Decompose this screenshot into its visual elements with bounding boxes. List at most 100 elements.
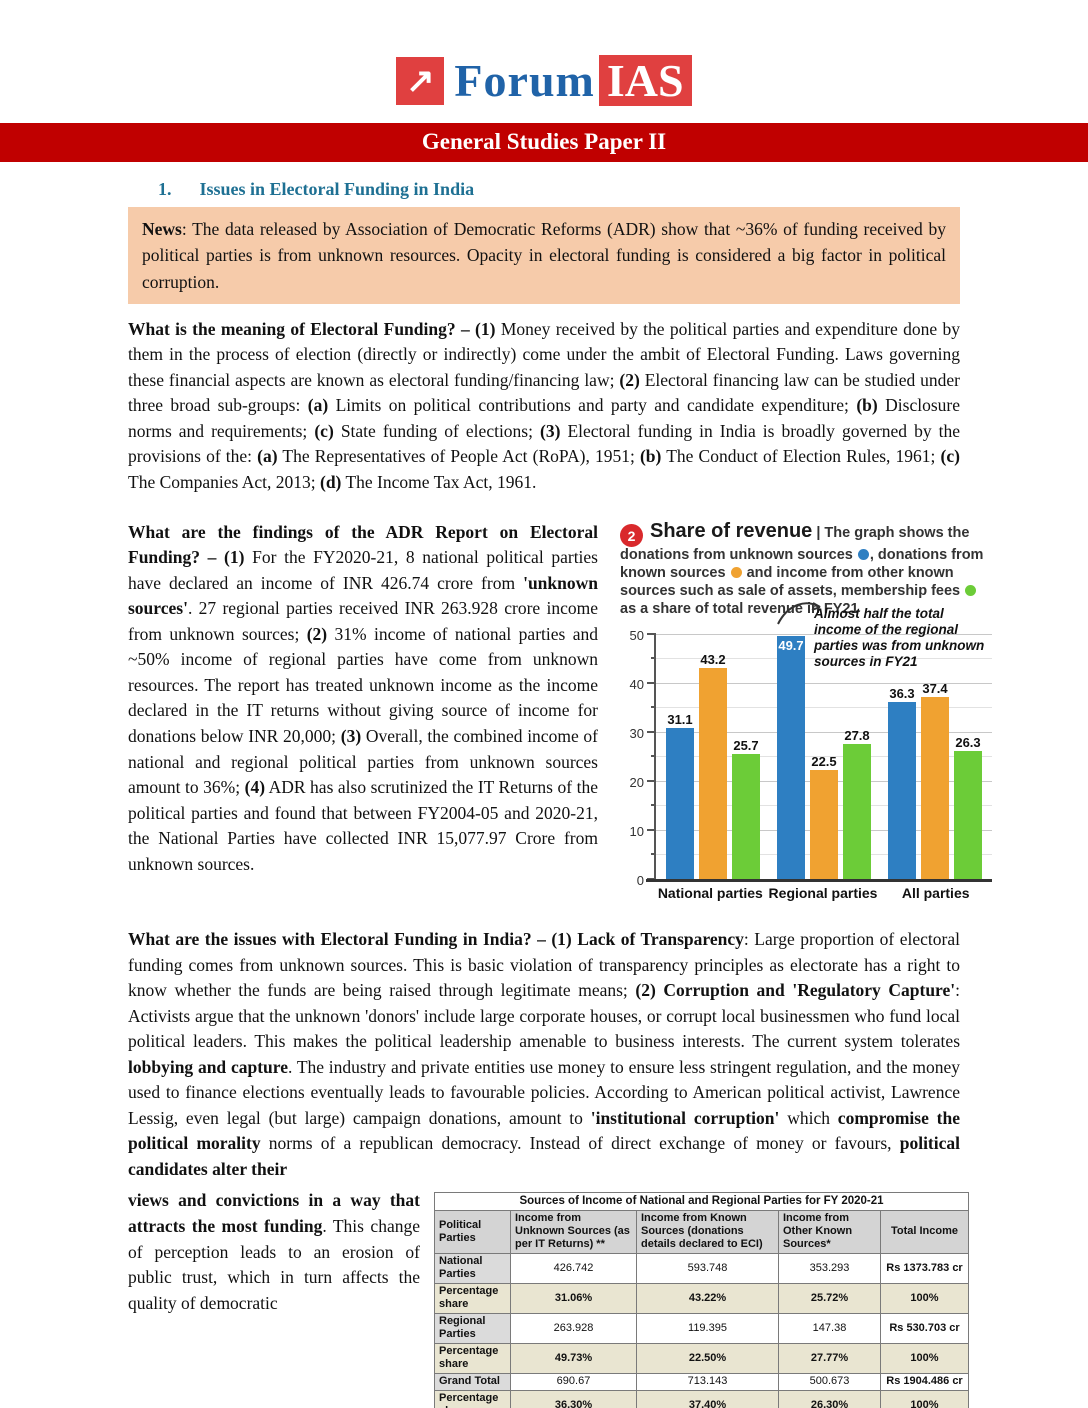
table-header-row: Political Parties Income from Unknown Sou… xyxy=(434,1209,969,1254)
text-segment: norms of a republican democracy. Instead… xyxy=(260,1133,900,1154)
text-segment: (3) xyxy=(540,420,561,441)
chart-bar xyxy=(921,696,949,880)
text-segment: What is the meaning of Electoral Funding… xyxy=(128,318,501,339)
table-header-cell: Income from Other Known Sources* xyxy=(778,1209,881,1254)
y-axis-tick xyxy=(651,706,656,709)
revenue-chart: 2 Share of revenue | The graph shows the … xyxy=(620,520,992,901)
text-segment: and income from other known sources such… xyxy=(620,565,965,600)
chart-bar xyxy=(954,751,982,880)
logo-wordmark: Forum IAS xyxy=(454,54,692,107)
text-segment: (2) xyxy=(306,623,328,644)
table-cell: Percentage share xyxy=(434,1282,511,1314)
section-heading: 1. Issues in Electoral Funding in India xyxy=(128,179,960,200)
y-axis-tick xyxy=(647,632,656,635)
table-row: Percentage share 49.73% 22.50% 27.77% 100% xyxy=(434,1342,969,1374)
text-segment: (3) xyxy=(340,725,362,746)
bar-value-label: 43.2 xyxy=(700,652,726,668)
bar-value-label: 31.1 xyxy=(667,711,693,727)
table-cell: 713.143 xyxy=(636,1372,779,1391)
chart-bar: 49.7 xyxy=(777,636,805,880)
table-header-cell: Political Parties xyxy=(434,1209,511,1254)
table-cell: 37.40% xyxy=(636,1389,779,1408)
two-column-section: What are the findings of the ADR Report … xyxy=(128,520,992,901)
text-segment: For the FY2020-21, 8 national political … xyxy=(128,547,598,593)
table-cell: 27.77% xyxy=(778,1342,881,1374)
chart-gridline xyxy=(656,682,992,684)
table-row: Regional Parties 263.928 119.395 147.38 Rs 5… xyxy=(434,1312,969,1344)
bar-slot: 25.7 xyxy=(732,635,760,880)
y-axis-tick xyxy=(651,853,656,856)
bar-value-label: 37.4 xyxy=(922,680,948,696)
chart-gridline xyxy=(656,756,992,758)
text-segment: The Representatives of People Act (RoPA)… xyxy=(277,446,640,467)
chart-description: | The graph shows the donations from unk… xyxy=(620,525,983,617)
text-segment: . The industry and private entities use … xyxy=(128,1056,961,1128)
text-segment: (2) xyxy=(619,369,640,390)
table-wrapper: Sources of Income of National and Region… xyxy=(434,1192,969,1408)
table-cell: 26.30% xyxy=(778,1389,881,1408)
bar-groups: 31.1 43.2 25.7 49.7 22.5 27.8 36.3 37.4 26.3 xyxy=(656,635,992,880)
table-header-cell: Total Income xyxy=(880,1209,969,1254)
bar-slot: 26.3 xyxy=(954,635,982,880)
bar-slot: 43.2 xyxy=(699,635,727,880)
table-cell: 147.38 xyxy=(778,1312,881,1344)
table-cell: 25.72% xyxy=(778,1282,881,1314)
text-segment: 'institutional corruption' xyxy=(590,1107,780,1128)
bar-slot: 27.8 xyxy=(843,635,871,880)
y-axis-tick xyxy=(647,681,656,684)
income-table: Sources of Income of National and Region… xyxy=(434,1192,969,1408)
text-segment: | The graph shows the donations from unk… xyxy=(620,524,970,564)
bar-value-label: 26.3 xyxy=(955,735,981,751)
bar-group: 49.7 22.5 27.8 xyxy=(777,635,871,880)
table-cell: 100% xyxy=(880,1342,969,1374)
text-segment: Overall, the combined income of national… xyxy=(128,725,598,798)
y-axis-label: 20 xyxy=(629,774,644,790)
table-row: National Parties 426.742 593.748 353.293 Rs … xyxy=(434,1252,969,1284)
table-cell: 43.22% xyxy=(636,1282,779,1314)
table-cell: National Parties xyxy=(434,1252,511,1284)
text-segment: (a) xyxy=(257,446,278,467)
paragraph-findings: What are the findings of the ADR Report … xyxy=(128,520,598,901)
text-segment: Electoral funding in India is broadly go… xyxy=(128,420,960,467)
table-cell: 119.395 xyxy=(636,1312,779,1344)
logo-arrow-icon: ↗ xyxy=(396,56,445,105)
chart-gridline xyxy=(656,633,992,635)
y-axis-label: 10 xyxy=(629,823,644,839)
text-segment: lobbying and capture xyxy=(128,1056,288,1077)
chart-number-badge: 2 xyxy=(620,524,643,548)
table-cell: 353.293 xyxy=(778,1252,881,1284)
y-axis-tick xyxy=(647,877,656,880)
chart-bar xyxy=(732,754,760,880)
text-segment: What are the findings of the ADR Report … xyxy=(128,521,598,568)
text-segment: : Large proportion of electoral funding … xyxy=(128,928,960,1001)
legend-dot xyxy=(730,567,742,579)
bar-slot: 36.3 xyxy=(888,635,916,880)
bar-slot: 49.7 xyxy=(777,635,805,880)
text-segment: compromise the political morality xyxy=(128,1107,960,1154)
text-segment: political candidates alter their xyxy=(128,1133,960,1179)
table-cell: 49.73% xyxy=(510,1342,637,1374)
chart-bar xyxy=(699,668,727,880)
chart-header: 2 Share of revenue | The graph shows the … xyxy=(620,520,992,619)
news-box: News: The data released by Association o… xyxy=(128,207,960,304)
text-segment: (b) xyxy=(639,446,662,467)
table-cell: 690.67 xyxy=(510,1372,637,1391)
table-cell: 263.928 xyxy=(510,1312,637,1344)
chart-annotation: Almost half the total income of the regi… xyxy=(814,605,985,670)
y-axis-tick xyxy=(651,755,656,758)
table-cell: 500.673 xyxy=(778,1372,881,1391)
bar-slot: 22.5 xyxy=(810,635,838,880)
revenue-chart-plot: 0 10 20 30 40 50 31.1 43.2 25.7 49.7 22.5 27.8 36.3 3… xyxy=(630,628,992,888)
y-axis-tick xyxy=(647,779,656,782)
bar-value-label: 27.8 xyxy=(844,727,870,743)
text-segment: (c) xyxy=(940,446,960,467)
bar-group: 36.3 37.4 26.3 xyxy=(888,635,982,880)
table-header-cell: Income from Unknown Sources (as per IT R… xyxy=(510,1209,637,1254)
table-row: Percentage share36.30%37.40%26.30%100% xyxy=(434,1389,969,1408)
text-segment: What are the issues with Electoral Fundi… xyxy=(128,928,744,949)
chart-bar xyxy=(843,743,871,880)
y-axis-tick xyxy=(651,657,656,660)
table-cell: 36.30% xyxy=(510,1389,637,1408)
table-title-row: Sources of Income of National and Region… xyxy=(434,1192,969,1211)
